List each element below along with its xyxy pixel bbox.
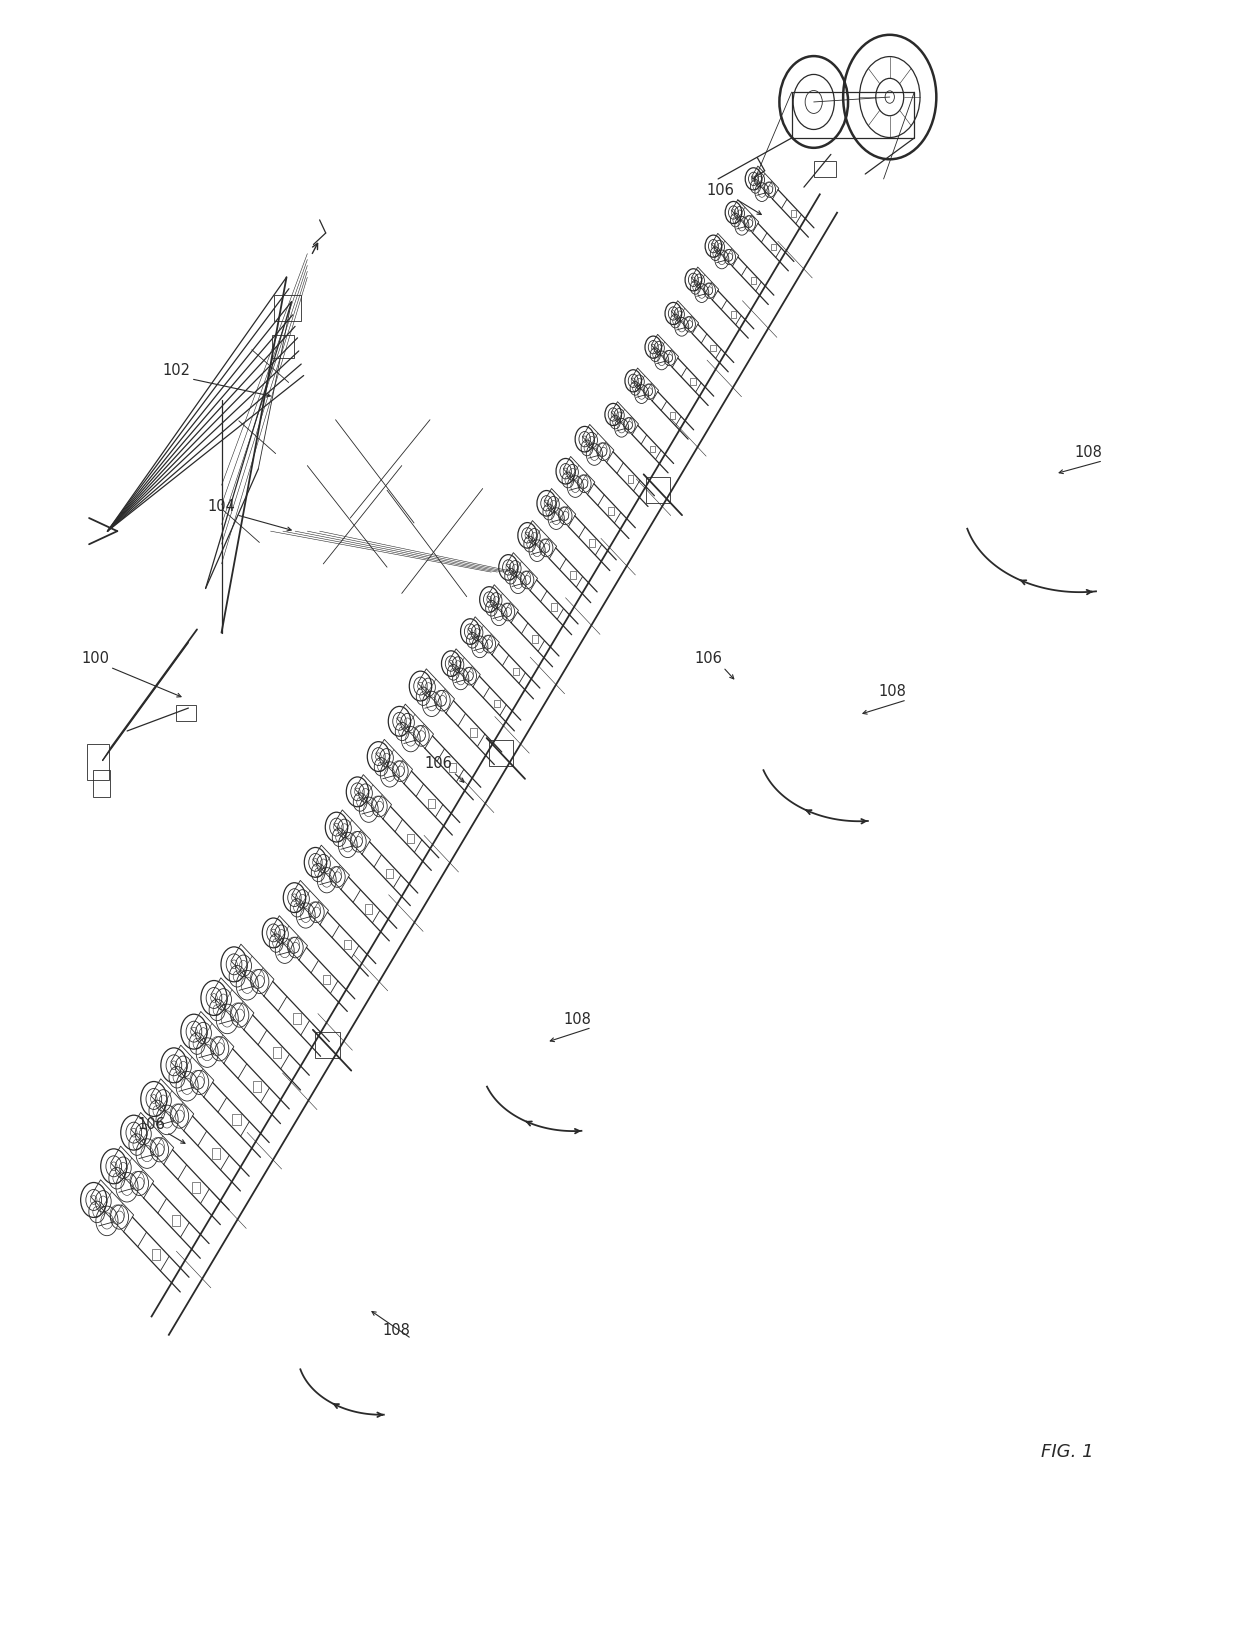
Bar (813, 160, 836, 177)
Text: 104: 104 (207, 499, 236, 514)
Bar (609, 507, 614, 515)
Bar (153, 1249, 160, 1260)
Bar (272, 335, 294, 357)
Text: 106: 106 (138, 1117, 166, 1132)
Bar (293, 1013, 300, 1024)
Bar (176, 705, 196, 722)
Bar (87, 743, 109, 780)
Bar (650, 446, 656, 453)
Bar (489, 740, 513, 767)
Text: 108: 108 (383, 1323, 410, 1338)
Bar (449, 763, 456, 773)
Bar (730, 311, 735, 317)
Bar (691, 378, 696, 385)
Bar (274, 296, 301, 322)
Bar (366, 904, 372, 914)
Bar (324, 975, 330, 985)
Text: 106: 106 (694, 651, 722, 666)
Bar (232, 1115, 241, 1125)
Text: 102: 102 (162, 363, 190, 378)
Text: FIG. 1: FIG. 1 (1042, 1442, 1094, 1460)
Bar (532, 636, 538, 643)
Text: 108: 108 (878, 684, 906, 699)
Bar (791, 93, 914, 139)
Bar (192, 1181, 201, 1193)
Bar (570, 572, 577, 580)
Bar (273, 1047, 280, 1057)
Bar (172, 1216, 180, 1226)
Text: 108: 108 (1074, 444, 1102, 459)
Bar (345, 940, 351, 948)
Bar (552, 603, 557, 611)
Bar (513, 667, 518, 676)
Bar (627, 476, 634, 482)
Bar (253, 1080, 260, 1092)
Bar (470, 729, 477, 737)
Bar (589, 539, 595, 547)
Text: 106: 106 (707, 183, 734, 198)
Text: 100: 100 (82, 651, 109, 666)
Bar (711, 345, 715, 352)
Bar (408, 834, 414, 843)
Text: 106: 106 (424, 757, 453, 771)
Bar (791, 210, 796, 216)
Bar (387, 869, 393, 879)
Bar (429, 798, 435, 808)
Bar (93, 770, 110, 796)
Bar (770, 244, 776, 251)
Bar (315, 1032, 340, 1059)
Bar (646, 476, 671, 502)
Text: 108: 108 (563, 1011, 591, 1028)
Bar (750, 278, 755, 284)
Bar (212, 1148, 221, 1160)
Bar (671, 411, 676, 420)
Bar (494, 699, 500, 707)
